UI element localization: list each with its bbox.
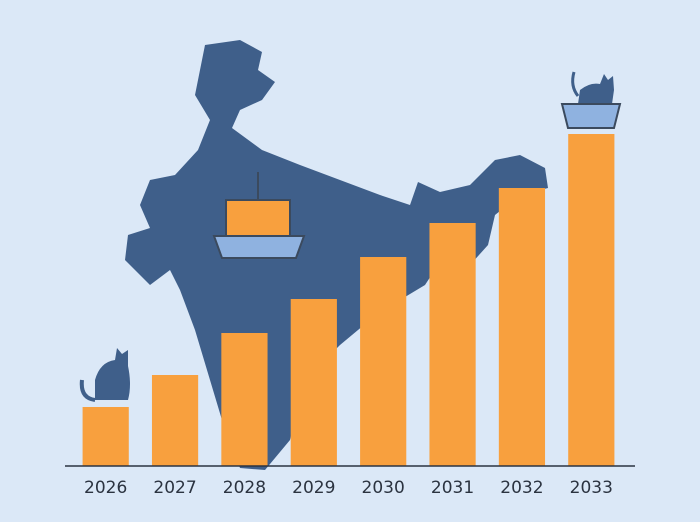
x-tick-label: 2027 (153, 478, 196, 498)
x-tick-label: 2032 (500, 478, 543, 498)
x-tick-label: 2029 (292, 478, 335, 498)
bar (360, 257, 407, 466)
x-tick-label: 2031 (431, 478, 474, 498)
bar (498, 188, 546, 466)
x-tick-label: 2026 (84, 478, 127, 498)
bar (82, 407, 129, 466)
cat-on-box (560, 71, 622, 129)
litter-box-crate (212, 172, 306, 259)
x-tick-label: 2028 (223, 478, 266, 498)
cat-icon (79, 348, 130, 402)
bar (290, 299, 337, 466)
bar (221, 333, 268, 466)
x-tick-label: 2033 (570, 478, 613, 498)
bar (151, 375, 199, 466)
x-tick-label: 2030 (362, 478, 405, 498)
bar (429, 223, 476, 466)
bar (568, 134, 615, 466)
